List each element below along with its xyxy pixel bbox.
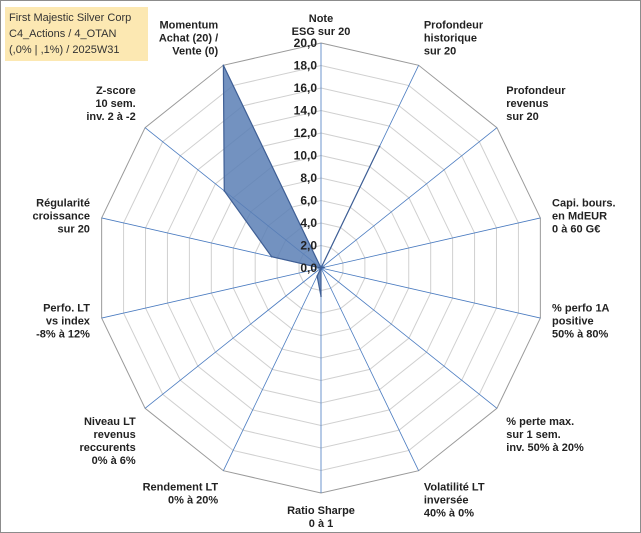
axis-label: Niveau LT revenus reccurents 0% à 6% bbox=[79, 416, 136, 467]
axis-spoke bbox=[144, 267, 322, 409]
axis-label-line: 0% à 6% bbox=[92, 455, 136, 467]
title-category: C4_Actions / 4_OTAN bbox=[9, 28, 117, 40]
axis-label-line: vs index bbox=[46, 316, 91, 328]
series-point bbox=[316, 275, 318, 277]
axis-spoke bbox=[320, 217, 541, 269]
axis-label-line: Z-score bbox=[96, 85, 136, 97]
axis-label-line: Perfo. LT bbox=[43, 303, 90, 315]
tick-label: 10,0 bbox=[294, 149, 318, 163]
axis-label-line: Régularité bbox=[36, 197, 90, 209]
axis-spoke bbox=[320, 267, 498, 409]
axis-label-line: ESG sur 20 bbox=[292, 26, 351, 38]
series-point bbox=[222, 64, 225, 67]
axis-label-line: croissance bbox=[32, 210, 89, 222]
axis-label-line: Vente (0) bbox=[172, 45, 218, 57]
axis-spoke bbox=[223, 267, 322, 471]
axis-label-line: Note bbox=[309, 13, 333, 25]
axis-label-line: inv. 2 à -2 bbox=[86, 111, 135, 123]
series-layer bbox=[222, 64, 381, 297]
series-point bbox=[378, 145, 381, 148]
axis-label-line: 0 à 1 bbox=[309, 518, 333, 530]
axis-label-line: sur 20 bbox=[58, 223, 90, 235]
series-point bbox=[320, 267, 322, 269]
axis-label-line: Volatilité LT bbox=[424, 482, 485, 494]
axis-label: Régularité croissance sur 20 bbox=[32, 197, 89, 235]
axis-label-line: 50% à 80% bbox=[552, 329, 608, 341]
axis-spoke bbox=[101, 267, 322, 319]
tick-label: 20,0 bbox=[294, 36, 318, 50]
tick-label: 2,0 bbox=[300, 239, 317, 253]
tick-label: 12,0 bbox=[294, 126, 318, 140]
axis-label: Momentum Achat (20) / Vente (0) bbox=[159, 19, 219, 57]
tick-label: 0,0 bbox=[300, 261, 317, 275]
axis-label-line: positive bbox=[552, 316, 594, 328]
axis-label-line: Achat (20) / bbox=[159, 32, 218, 44]
axis-label-line: 10 sem. bbox=[95, 98, 135, 110]
axis-label: Z-score 10 sem. inv. 2 à -2 bbox=[86, 85, 135, 123]
axis-label: % perfo 1A positive 50% à 80% bbox=[552, 303, 610, 341]
tick-label: 4,0 bbox=[300, 216, 317, 230]
axis-label: Volatilité LT inversée 40% à 0% bbox=[424, 482, 485, 520]
axis-label-line: reccurents bbox=[79, 442, 135, 454]
axis-label-line: 0% à 20% bbox=[168, 495, 218, 507]
axis-label-line: sur 20 bbox=[424, 45, 456, 57]
tick-label: 18,0 bbox=[294, 59, 318, 73]
axis-spoke bbox=[320, 267, 419, 471]
axis-label-line: revenus bbox=[94, 429, 136, 441]
axis-label: Profondeur historique sur 20 bbox=[424, 19, 484, 57]
series-point bbox=[320, 295, 322, 297]
axis-label: Profondeur revenus sur 20 bbox=[506, 85, 566, 123]
axis-label-line: % perte max. bbox=[506, 416, 574, 428]
axis-label-line: historique bbox=[424, 32, 477, 44]
chart-title-box: First Majestic Silver Corp C4_Actions / … bbox=[5, 7, 148, 61]
axis-label-line: Profondeur bbox=[424, 19, 484, 31]
axis-label: Note ESG sur 20 bbox=[292, 13, 351, 38]
axis-spoke bbox=[320, 267, 541, 319]
axis-label-line: revenus bbox=[506, 98, 548, 110]
tick-label-layer: 0,0 2,0 4,0 6,0 8,0 10,0 12,0 14,0 16,0 18,0 20,0 bbox=[294, 36, 318, 275]
axis-label-line: 0 à 60 G€ bbox=[552, 223, 600, 235]
title-company: First Majestic Silver Corp bbox=[9, 12, 132, 24]
series-point bbox=[223, 190, 226, 192]
axis-label-line: en MdEUR bbox=[552, 210, 607, 222]
axis-label-line: Momentum bbox=[159, 19, 218, 31]
axis-label-line: Profondeur bbox=[506, 85, 566, 97]
axis-label-line: Niveau LT bbox=[84, 416, 136, 428]
series-point bbox=[323, 266, 326, 269]
axis-label-line: sur 20 bbox=[506, 111, 538, 123]
tick-label: 14,0 bbox=[294, 104, 318, 118]
axis-label-line: Rendement LT bbox=[143, 482, 219, 494]
axis-label: Rendement LT 0% à 20% bbox=[143, 482, 219, 507]
axis-label-line: % perfo 1A bbox=[552, 303, 610, 315]
series-area bbox=[222, 65, 381, 297]
axis-label-line: inversée bbox=[424, 495, 469, 507]
tick-label: 8,0 bbox=[300, 171, 317, 185]
series-point bbox=[270, 255, 273, 258]
axis-label-line: inv. 50% à 20% bbox=[506, 442, 584, 454]
axis-label: Perfo. LT vs index -8% à 12% bbox=[36, 303, 91, 341]
axis-label: Capi. bours. en MdEUR 0 à 60 G€ bbox=[552, 197, 616, 235]
axis-spoke bbox=[320, 127, 498, 269]
axis-label-line: Ratio Sharpe bbox=[287, 505, 355, 517]
axis-label: % perte max. sur 1 sem. inv. 50% à 20% bbox=[506, 416, 584, 454]
axis-label-line: sur 1 sem. bbox=[506, 429, 560, 441]
tick-label: 16,0 bbox=[294, 81, 318, 95]
tick-label: 6,0 bbox=[300, 194, 317, 208]
axis-label-line: 40% à 0% bbox=[424, 508, 474, 520]
title-period: (,0% | ,1%) / 2025W31 bbox=[9, 44, 120, 56]
axis-label-line: Capi. bours. bbox=[552, 197, 616, 209]
axis-label: Ratio Sharpe 0 à 1 bbox=[287, 505, 355, 530]
axis-label-line: -8% à 12% bbox=[36, 329, 90, 341]
